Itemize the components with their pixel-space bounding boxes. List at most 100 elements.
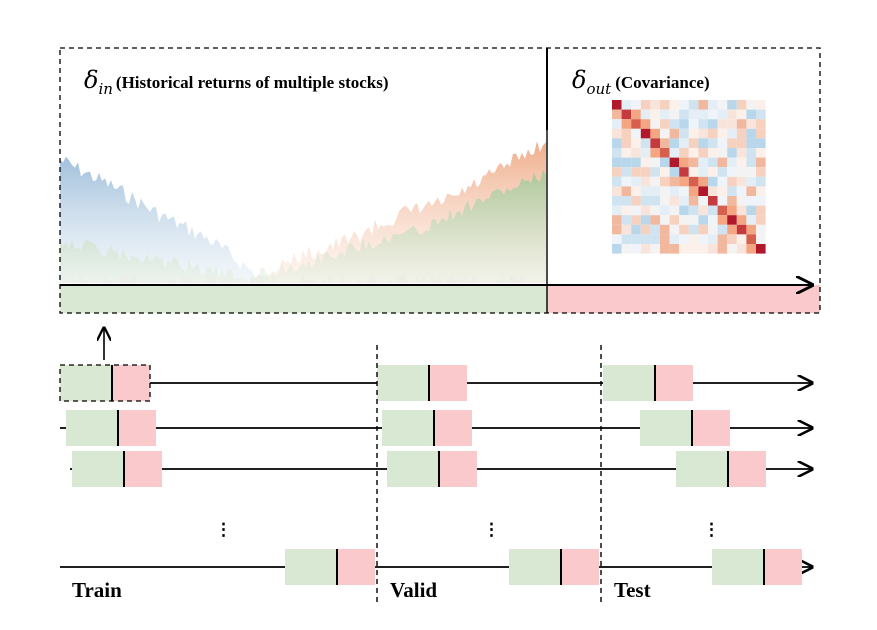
heatmap-cell [688,234,699,244]
heatmap-cell [660,205,670,216]
heatmap-cell [746,234,756,244]
heatmap-cell [717,148,728,158]
heatmap-cell [612,148,622,158]
heatmap-cell [708,186,718,196]
heatmap-cell [621,167,632,177]
heatmap-cell [650,215,660,225]
heatmap-cell [631,215,641,225]
selected-window-frame [59,364,151,402]
historical-returns-chart [60,141,546,283]
heatmap-cell [669,128,680,139]
heatmap-cell [736,138,747,148]
window-output-block [429,365,467,401]
window-input-block [387,451,439,487]
heatmap-cell [717,244,728,254]
heatmap-cell [746,100,756,110]
heatmap-cell [756,167,766,177]
train-ellipsis: ⋮ [215,520,232,539]
rolling-windows [59,364,812,585]
heatmap-cell [708,224,718,235]
heatmap-cell [698,224,708,235]
heatmap-cell [650,196,660,206]
heatmap-cell [650,234,660,244]
heatmap-cell [756,244,766,254]
heatmap-cell [640,234,651,244]
heatmap-cell [736,234,747,244]
heatmap-cell [640,128,651,139]
heatmap-cell [612,215,622,225]
test-label: Test [614,578,651,602]
heatmap-cell [679,109,689,120]
input-label-text: (Historical returns of multiple stocks) [116,73,389,92]
heatmap-cell [669,109,680,120]
heatmap-cell [698,138,708,148]
heatmap-cell [708,109,718,120]
heatmap-cell [621,205,632,216]
heatmap-cell [669,205,680,216]
heatmap-cell [688,167,699,177]
heatmap-cell [660,138,670,148]
heatmap-cell [679,157,689,168]
heatmap-cell [660,224,670,235]
window-input-block [603,365,655,401]
heatmap-cell [698,244,708,254]
heatmap-cell [621,196,632,206]
heatmap-cell [621,186,632,196]
heatmap-cell [679,196,689,206]
window-output-block [692,410,730,446]
heatmap-cell [736,157,747,168]
output-delta-subscript: out [586,80,612,98]
heatmap-cell [708,196,718,206]
heatmap-cell [698,196,708,206]
heatmap-cell [698,109,708,120]
window-input-block [640,410,692,446]
heatmap-cell [650,244,660,254]
heatmap-cell [669,234,680,244]
heatmap-cell [756,119,766,129]
heatmap-cell [688,224,699,235]
heatmap-cell [717,157,728,168]
heatmap-cell [727,109,737,120]
heatmap-cell [640,100,651,110]
heatmap-cell [669,148,680,158]
heatmap-cell [679,100,689,110]
heatmap-cell [688,205,699,216]
heatmap-cell [698,205,708,216]
heatmap-cell [746,138,756,148]
heatmap-cell [727,167,737,177]
heatmap-cell [688,157,699,168]
heatmap-cell [756,224,766,235]
heatmap-cell [640,119,651,129]
heatmap-cell [717,234,728,244]
heatmap-cell [708,244,718,254]
heatmap-cell [756,157,766,168]
blue-stock-series [60,156,546,283]
heatmap-cell [612,157,622,168]
heatmap-cell [746,167,756,177]
heatmap-cell [746,176,756,187]
heatmap-cell [736,109,747,120]
heatmap-cell [727,138,737,148]
heatmap-cell [650,186,660,196]
heatmap-cell [650,224,660,235]
heatmap-cell [708,234,718,244]
window-input-block [285,549,337,585]
output-window-bar [547,285,820,313]
heatmap-cell [660,128,670,139]
heatmap-cell [727,215,737,225]
heatmap-cell [736,196,747,206]
heatmap-cell [746,148,756,158]
heatmap-cell [621,157,632,168]
green-stock-series [60,169,546,283]
heatmap-cell [727,196,737,206]
heatmap-cell [717,176,728,187]
heatmap-cell [640,109,651,120]
heatmap-cell [717,196,728,206]
window-output-block [439,451,477,487]
heatmap-cell [679,167,689,177]
heatmap-cell [688,119,699,129]
heatmap-cell [640,148,651,158]
heatmap-cell [746,196,756,206]
heatmap-cell [698,215,708,225]
heatmap-cell [736,244,747,254]
